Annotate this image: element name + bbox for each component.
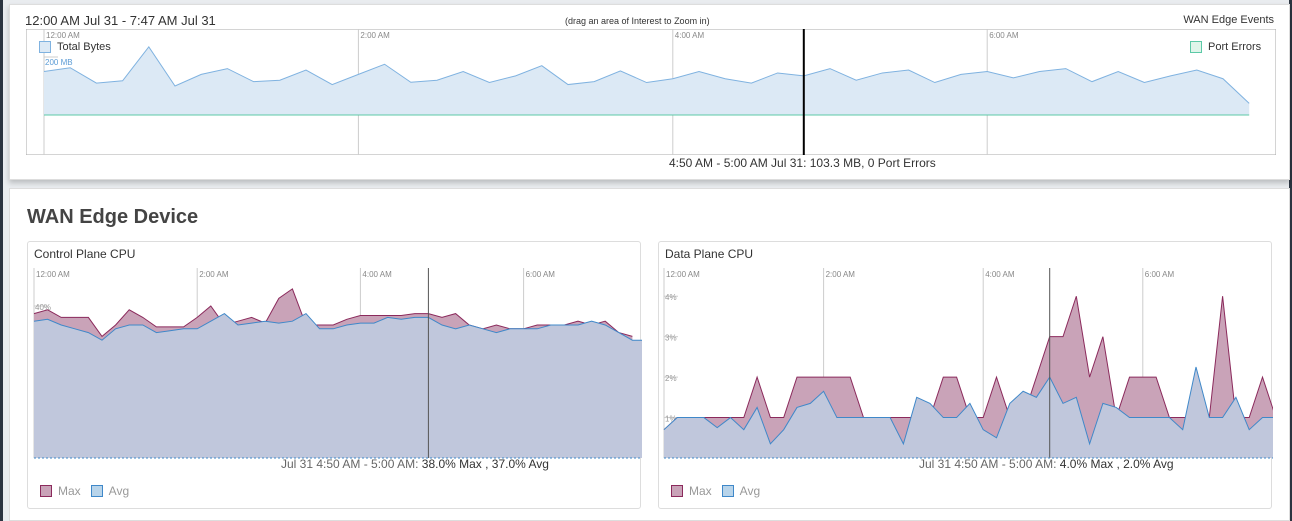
avg-area	[664, 367, 1273, 458]
control-plane-cpu-chart[interactable]: 12:00 AM2:00 AM4:00 AM6:00 AM10%20%30%40…	[28, 268, 642, 460]
y-tick-label: 200 MB	[45, 58, 73, 67]
x-tick-label: 6:00 AM	[526, 270, 556, 279]
max-swatch-icon	[40, 485, 52, 497]
time-range: 12:00 AM Jul 31 - 7:47 AM Jul 31	[25, 13, 216, 28]
y-tick-label: 1%	[665, 415, 677, 424]
y-tick-label: 40%	[35, 303, 51, 312]
x-tick-label: 4:00 AM	[985, 270, 1015, 279]
chart-tooltip: Jul 31 4:50 AM - 5:00 AM: 4.0% Max , 2.0…	[919, 457, 1174, 471]
timeline-tooltip: 4:50 AM - 5:00 AM Jul 31: 103.3 MB, 0 Po…	[669, 156, 936, 170]
control-plane-cpu-card: Control Plane CPU 12:00 AM 2:00 AM 4:00 AM…	[27, 241, 642, 509]
tooltip-value: 4.0% Max , 2.0% Avg	[1059, 457, 1174, 471]
legend-max[interactable]: Max	[58, 484, 81, 498]
legend-port-errors[interactable]: Port Errors	[1190, 41, 1261, 53]
x-tick-label: 12:00 AM	[36, 270, 70, 279]
timeline-panel: 12:00 AM Jul 31 - 7:47 AM Jul 31 (drag a…	[9, 4, 1290, 180]
section-title: WAN Edge Device	[27, 206, 199, 228]
avg-area	[34, 313, 642, 458]
timeline-chart[interactable]: 12:00 AM2:00 AM4:00 AM6:00 AM100 MB200 M…	[26, 29, 1276, 155]
x-tick-label: 2:00 AM	[826, 270, 856, 279]
total-bytes-swatch-icon	[39, 41, 51, 53]
x-tick-label: 2:00 AM	[199, 270, 229, 279]
chart-tooltip: Jul 31 4:50 AM - 5:00 AM: 38.0% Max , 37…	[281, 457, 549, 471]
x-tick-label: 12:00 AM	[46, 31, 80, 40]
chart-legend: Max Avg	[671, 484, 760, 498]
x-tick-label: 6:00 AM	[1145, 270, 1175, 279]
avg-swatch-icon	[90, 485, 103, 497]
data-plane-cpu-card: Data Plane CPU 12:00 AM 2:00 AM 4:00 AM 6:0…	[658, 241, 1273, 509]
legend-avg[interactable]: Avg	[739, 484, 761, 498]
legend-max[interactable]: Max	[689, 484, 712, 498]
tooltip-value: 38.0% Max , 37.0% Avg	[421, 457, 549, 471]
x-tick-label: 12:00 AM	[666, 270, 700, 279]
tooltip-prefix: Jul 31 4:50 AM - 5:00 AM:	[919, 457, 1057, 471]
y-tick-label: 4%	[665, 293, 677, 302]
avg-line	[33, 312, 642, 341]
legend-label: Port Errors	[1208, 41, 1262, 53]
y-tick-label: 3%	[665, 334, 677, 343]
x-tick-label: 4:00 AM	[675, 31, 705, 40]
legend-avg[interactable]: Avg	[108, 484, 130, 498]
x-tick-label: 6:00 AM	[989, 31, 1019, 40]
tooltip-prefix: Jul 31 4:50 AM - 5:00 AM:	[281, 457, 419, 471]
y-tick-label: 2%	[665, 374, 677, 383]
x-tick-label: 4:00 AM	[362, 270, 392, 279]
events-title: WAN Edge Events	[1183, 14, 1274, 26]
total-bytes-area	[44, 46, 1250, 115]
port-errors-swatch-icon	[1190, 41, 1202, 53]
chart-title: Control Plane CPU	[34, 247, 136, 261]
zoom-hint: (drag an area of Interest to Zoom in)	[565, 16, 710, 26]
avg-swatch-icon	[721, 485, 734, 497]
chart-legend: Max Avg	[40, 484, 129, 498]
chart-title: Data Plane CPU	[665, 247, 754, 261]
data-plane-cpu-chart[interactable]: 12:00 AM 2:00 AM 4:00 AM 6:00 AM 1% 2% 3% 4%	[659, 268, 1273, 460]
avg-line	[663, 366, 1273, 446]
device-panel: WAN Edge Device Control Plane CPU 12:00 …	[9, 188, 1290, 521]
x-tick-label: 2:00 AM	[360, 31, 390, 40]
legend-label: Total Bytes	[57, 41, 111, 53]
legend-total-bytes[interactable]: Total Bytes	[39, 41, 111, 53]
max-swatch-icon	[671, 485, 683, 497]
